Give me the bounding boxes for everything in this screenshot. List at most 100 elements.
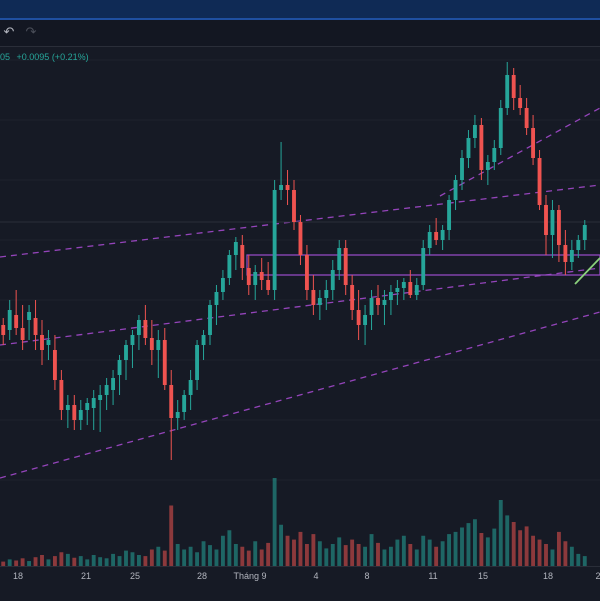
candle-body bbox=[195, 345, 200, 380]
volume-bar bbox=[14, 560, 19, 566]
time-axis-tick: 4 bbox=[313, 571, 319, 581]
candle-body bbox=[149, 338, 154, 350]
candle-body bbox=[208, 305, 212, 335]
volume-bar bbox=[292, 539, 296, 566]
window-top-bar bbox=[0, 0, 600, 20]
volume-bar bbox=[124, 550, 128, 566]
candle-body bbox=[188, 380, 193, 395]
candle-body bbox=[479, 125, 484, 170]
volume-bar bbox=[1, 561, 6, 566]
candle-body bbox=[298, 222, 303, 255]
candle-body bbox=[460, 158, 464, 180]
volume-bar bbox=[343, 545, 348, 566]
volume-bar bbox=[195, 552, 200, 566]
volume-bar bbox=[531, 535, 536, 566]
volume-bar bbox=[505, 515, 510, 566]
candle-body bbox=[91, 398, 96, 408]
volume-bar bbox=[363, 546, 368, 566]
undo-icon[interactable]: ↶ bbox=[3, 25, 15, 40]
candle-body bbox=[104, 385, 109, 395]
volume-bar bbox=[266, 542, 271, 566]
candle-body bbox=[246, 268, 251, 285]
volume-bar bbox=[85, 559, 90, 566]
volume-bar bbox=[240, 546, 245, 566]
candle-body bbox=[156, 340, 161, 350]
volume-bar bbox=[233, 544, 238, 566]
candle-body bbox=[233, 242, 238, 255]
volume-bar bbox=[492, 528, 497, 566]
time-axis-tick: 28 bbox=[196, 571, 208, 581]
volume-bar bbox=[78, 556, 83, 566]
candle-body bbox=[279, 185, 284, 190]
candle-body bbox=[395, 288, 400, 292]
candle-body bbox=[214, 292, 219, 305]
candle-body bbox=[472, 125, 477, 138]
volume-bar bbox=[246, 550, 251, 566]
volume-bar bbox=[472, 519, 477, 566]
volume-bar bbox=[376, 542, 380, 566]
redo-icon: ↷ bbox=[25, 25, 37, 40]
volume-bar bbox=[214, 549, 219, 566]
volume-bar bbox=[136, 555, 141, 566]
volume-bar bbox=[272, 478, 277, 566]
volume-bar bbox=[582, 556, 587, 566]
volume-bar bbox=[98, 557, 103, 566]
volume-bar bbox=[33, 557, 38, 566]
candle-body bbox=[505, 75, 510, 108]
candle-body bbox=[544, 205, 548, 235]
volume-bar bbox=[337, 537, 342, 566]
candle-body bbox=[550, 210, 555, 235]
candle-body bbox=[537, 158, 542, 205]
candle-body bbox=[492, 148, 497, 162]
candle-body bbox=[498, 108, 503, 148]
candle-body bbox=[98, 395, 103, 400]
candle-body bbox=[453, 180, 458, 200]
volume-bar bbox=[227, 530, 232, 566]
volume-bar bbox=[279, 524, 284, 566]
candle-body bbox=[169, 385, 174, 418]
candle-body bbox=[511, 75, 516, 98]
candle-body bbox=[117, 360, 122, 375]
volume-bar bbox=[550, 549, 555, 566]
candle-body bbox=[582, 225, 587, 240]
volume-bar bbox=[149, 549, 154, 566]
volume-bar bbox=[59, 552, 64, 566]
time-axis-tick: 2 bbox=[595, 571, 600, 581]
candle-body bbox=[72, 405, 77, 420]
candle-body bbox=[531, 128, 536, 158]
volume-bar bbox=[401, 535, 406, 566]
candle-body bbox=[576, 240, 581, 250]
candle-body bbox=[304, 255, 309, 290]
channel-line bbox=[0, 267, 600, 346]
candle-body bbox=[7, 310, 12, 330]
volume-bar bbox=[72, 557, 77, 566]
candle-body bbox=[434, 232, 439, 240]
candle-body bbox=[414, 285, 419, 295]
volume-bar bbox=[201, 541, 206, 566]
candle-body bbox=[40, 335, 44, 350]
volume-bar bbox=[434, 546, 439, 566]
candle-body bbox=[447, 200, 452, 230]
candle-body bbox=[33, 318, 38, 335]
volume-bar bbox=[427, 539, 432, 566]
candle-body bbox=[253, 272, 258, 285]
candle-body bbox=[350, 285, 355, 310]
candle-body bbox=[369, 298, 374, 315]
candle-body bbox=[524, 108, 529, 128]
volume-bar bbox=[311, 534, 316, 566]
candle-body bbox=[421, 248, 426, 285]
candle-body bbox=[285, 185, 290, 190]
candle-body bbox=[130, 335, 135, 345]
volume-bar bbox=[563, 541, 568, 566]
volume-bar bbox=[544, 544, 548, 566]
candle-body bbox=[20, 328, 25, 340]
candle-body bbox=[356, 310, 361, 325]
time-axis-tick: Tháng 9 bbox=[233, 571, 267, 581]
volume-bar bbox=[485, 537, 490, 566]
candle-body bbox=[388, 292, 393, 300]
time-axis[interactable]: 18 21 25 28 Tháng 9 4 8 11 15 18 2 bbox=[0, 566, 600, 601]
candle-body bbox=[401, 282, 406, 288]
candle-body bbox=[343, 248, 348, 285]
candle-body bbox=[259, 272, 264, 280]
volume-bar bbox=[537, 539, 542, 566]
